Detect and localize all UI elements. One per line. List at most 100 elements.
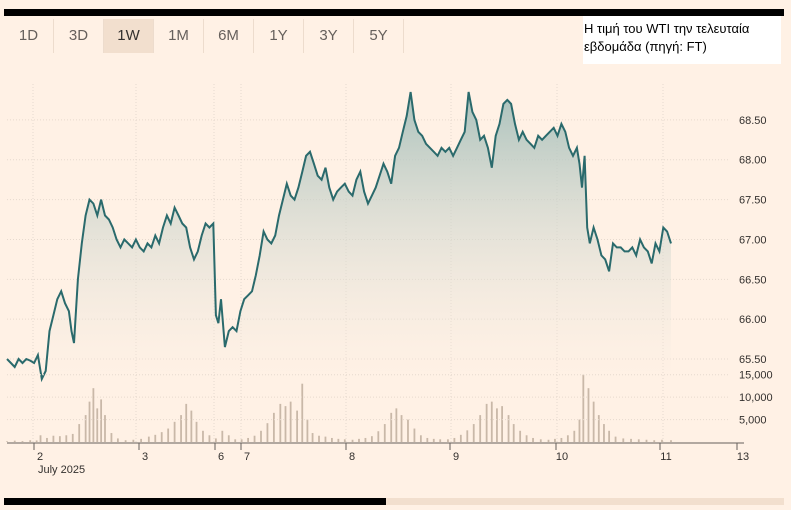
volume-bar	[116, 438, 119, 442]
y-tick-label: 68.50	[739, 115, 767, 127]
volume-bar	[637, 439, 640, 442]
volume-bar	[124, 440, 127, 442]
volume-bar	[343, 439, 346, 442]
volume-bar	[173, 421, 176, 442]
volume-bar	[439, 439, 442, 442]
volume-bar	[284, 406, 287, 442]
volume-bar	[46, 437, 48, 442]
volume-bar	[214, 438, 217, 442]
volume-bar	[370, 436, 373, 442]
volume-bar	[253, 435, 256, 442]
volume-bar	[351, 439, 354, 442]
volume-bar	[630, 438, 632, 442]
volume-bar	[407, 419, 409, 442]
y-tick-label: 65.50	[739, 354, 767, 366]
y-tick-label: 68.00	[739, 155, 767, 167]
volume-bar	[395, 408, 398, 442]
volume-bar	[104, 415, 106, 442]
volume-bar	[39, 435, 42, 442]
volume-bar	[272, 412, 275, 442]
volume-bar	[110, 433, 113, 442]
volume-bar	[377, 431, 380, 442]
volume-bar	[501, 406, 503, 442]
volume-bar	[472, 424, 475, 442]
volume-bar	[608, 430, 611, 442]
tab-1w[interactable]: 1W	[104, 19, 154, 53]
x-tick-label: 2	[37, 451, 43, 463]
chart-caption: Η τιμή του WTI την τελευταία εβδομάδα (π…	[583, 16, 781, 64]
volume-bar	[525, 435, 528, 442]
volume-bar	[88, 401, 91, 442]
volume-bar	[645, 439, 648, 442]
volume-bar	[21, 441, 24, 442]
volume-bar	[92, 388, 95, 442]
x-tick-label: 13	[737, 451, 749, 463]
volume-bar	[240, 439, 243, 442]
volume-bar	[364, 437, 367, 442]
volume-bar	[496, 408, 498, 442]
volume-bar	[578, 419, 581, 442]
volume-bar	[582, 374, 585, 442]
volume-bar	[532, 437, 534, 442]
volume-bar	[84, 415, 87, 442]
volume-bar	[512, 424, 515, 442]
tab-1m[interactable]: 1M	[154, 19, 204, 53]
volume-bar	[653, 440, 656, 442]
volume-bar	[208, 435, 211, 442]
tab-1y[interactable]: 1Y	[254, 19, 304, 53]
volume-bar	[160, 432, 163, 442]
volume-bar	[260, 430, 262, 442]
tab-5y[interactable]: 5Y	[354, 19, 404, 53]
volume-bar	[78, 424, 81, 442]
price-line	[6, 91, 672, 383]
volume-tick-label: 5,000	[739, 415, 767, 427]
volume-bar	[337, 438, 340, 442]
volume-bar	[547, 439, 550, 442]
scroll-track[interactable]	[4, 498, 784, 505]
volume-bar	[400, 415, 403, 442]
volume-bar	[289, 401, 292, 442]
x-tick-label: 3	[142, 451, 148, 463]
x-axis-month-label: July 2025	[38, 464, 86, 476]
volume-bar	[490, 401, 493, 442]
y-tick-label: 67.00	[739, 234, 767, 246]
volume-bar	[426, 437, 429, 442]
y-tick-label: 66.00	[739, 314, 767, 326]
x-tick-label: 9	[453, 451, 459, 463]
volume-bar	[167, 428, 170, 442]
header-rule	[4, 9, 784, 16]
volume-bar	[331, 437, 333, 442]
volume-bar	[301, 383, 304, 442]
volume-bar	[507, 415, 510, 442]
volume-bar	[670, 440, 672, 442]
volume-tick-label: 10,000	[739, 392, 773, 404]
tab-3d[interactable]: 3D	[54, 19, 104, 53]
tab-1d[interactable]: 1D	[4, 19, 54, 53]
volume-bar	[190, 410, 193, 442]
volume-bar	[318, 435, 320, 442]
volume-bar	[234, 439, 237, 442]
volume-bar	[597, 415, 600, 442]
volume-bar	[202, 430, 204, 442]
volume-bar	[180, 415, 182, 442]
tab-3y[interactable]: 3Y	[304, 19, 354, 53]
volume-bar	[539, 439, 542, 442]
volume-bar	[132, 439, 135, 442]
x-tick-label: 11	[660, 451, 671, 463]
volume-bar	[573, 430, 576, 442]
scroll-thumb[interactable]	[4, 498, 386, 505]
volume-bar	[453, 437, 456, 442]
volume-bar	[661, 439, 663, 442]
volume-bar	[383, 424, 386, 442]
volume-bar	[485, 403, 488, 442]
volume-bar	[519, 430, 522, 442]
volume-bar	[603, 424, 605, 442]
volume-bar	[311, 433, 314, 442]
tab-6m[interactable]: 6M	[204, 19, 254, 53]
volume-bar	[358, 438, 360, 442]
volume-bar	[266, 423, 269, 442]
volume-bar	[52, 435, 55, 442]
volume-bar	[306, 419, 309, 442]
volume-bar	[592, 401, 595, 442]
caption-line-2: εβδομάδα (πηγή: FT)	[584, 39, 707, 54]
